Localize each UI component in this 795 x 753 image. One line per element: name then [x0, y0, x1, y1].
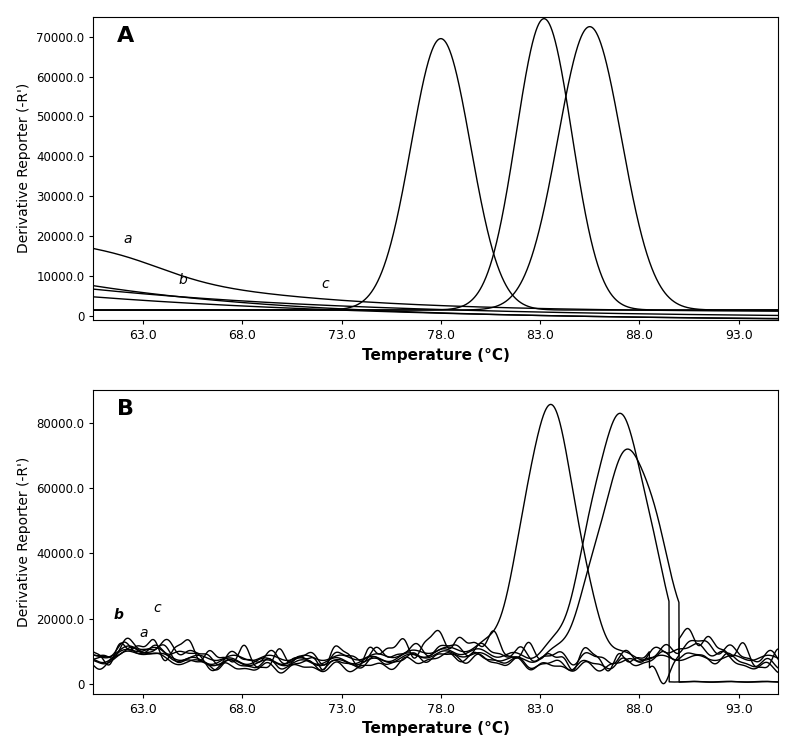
Text: A: A — [118, 26, 134, 46]
Text: c: c — [322, 277, 329, 291]
Text: a: a — [139, 626, 148, 640]
Text: c: c — [153, 602, 161, 615]
Text: B: B — [118, 400, 134, 419]
Text: b: b — [179, 273, 188, 288]
Y-axis label: Derivative Reporter (-R'): Derivative Reporter (-R') — [17, 84, 31, 254]
X-axis label: Temperature (°C): Temperature (°C) — [362, 721, 510, 736]
Text: a: a — [123, 232, 132, 246]
Text: b: b — [113, 608, 123, 622]
X-axis label: Temperature (°C): Temperature (°C) — [362, 348, 510, 363]
Y-axis label: Derivative Reporter (-R'): Derivative Reporter (-R') — [17, 457, 31, 627]
